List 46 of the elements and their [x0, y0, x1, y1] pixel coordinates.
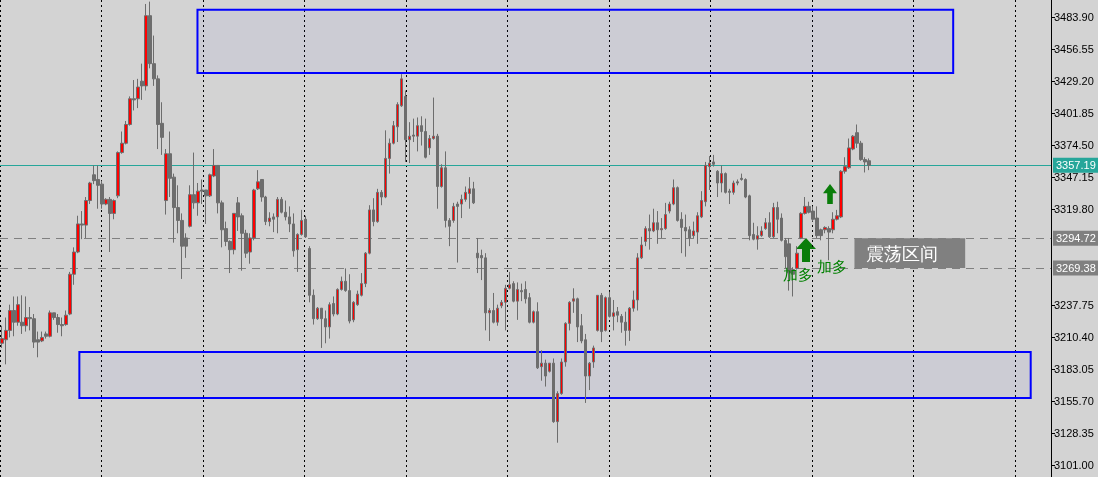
candlestick [516, 281, 519, 321]
y-tick-label: 3101.00 [1054, 458, 1094, 471]
y-tick-label: 3483.90 [1054, 10, 1094, 23]
candlestick [720, 164, 723, 193]
candlestick [847, 138, 851, 170]
y-tick-label: 3347.15 [1054, 170, 1094, 183]
candlestick [20, 294, 24, 335]
annotation: 加多 [783, 265, 813, 284]
y-tick-label: 3128.35 [1054, 426, 1094, 439]
candlestick [416, 116, 419, 152]
candlestick [815, 205, 819, 239]
candlestick [108, 196, 112, 253]
ref-line-label: 3294.72 [1056, 232, 1096, 245]
candlestick [96, 164, 100, 210]
candlestick [56, 313, 60, 334]
ref-line-label: 3269.38 [1056, 261, 1096, 274]
candlestick [276, 196, 279, 234]
y-tick-label: 3183.05 [1054, 362, 1094, 375]
y-tick-label: 3456.55 [1054, 42, 1094, 55]
candlestick [424, 118, 427, 159]
candlestick [12, 295, 16, 337]
y-tick-label: 3374.50 [1054, 138, 1094, 151]
y-tick-label: 3401.85 [1054, 106, 1094, 119]
y-tick-label: 3210.40 [1054, 330, 1094, 343]
candlestick [320, 307, 323, 349]
y-tick-label: 3155.70 [1054, 394, 1094, 407]
candlestick [472, 181, 475, 205]
y-tick-label: 3429.20 [1054, 74, 1094, 87]
band-label: 震荡区间 [866, 242, 939, 264]
candlestick [592, 345, 595, 369]
candlestick [624, 311, 627, 347]
candlestick [772, 202, 775, 239]
candlestick [684, 214, 687, 258]
candlestick [468, 176, 471, 210]
candlestick [656, 210, 659, 245]
candlestick [24, 295, 28, 333]
ref-line-label: 3357.19 [1056, 159, 1096, 172]
candlestick [376, 188, 379, 224]
candlestick [600, 292, 603, 343]
y-tick-label: 3237.75 [1054, 298, 1094, 311]
candlestick [867, 157, 871, 171]
candlestick [716, 169, 719, 198]
candlestick [48, 310, 52, 338]
y-tick-label: 3319.80 [1054, 202, 1094, 215]
annotation: 加多 [817, 257, 847, 276]
candlestick [756, 225, 759, 251]
